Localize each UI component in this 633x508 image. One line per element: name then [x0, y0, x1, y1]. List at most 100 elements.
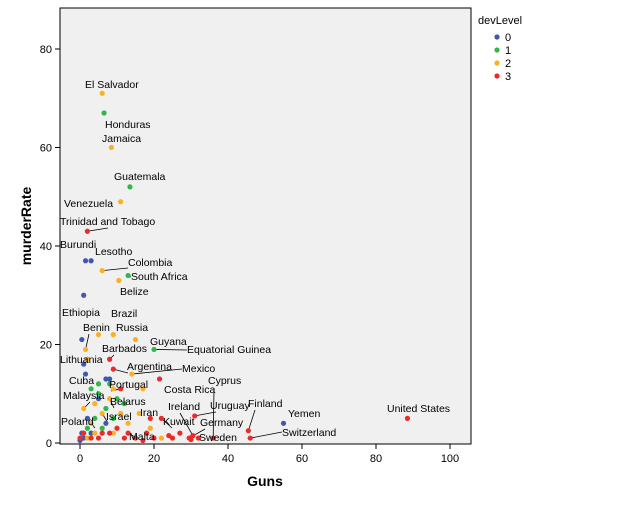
data-point-devlevel-1 [101, 110, 107, 116]
data-point-devlevel-2 [158, 435, 164, 441]
data-point-devlevel-0 [95, 396, 102, 402]
data-point-devlevel-3 [190, 433, 196, 439]
data-point-devlevel-3 [81, 430, 87, 436]
x-tick-label: 80 [370, 453, 382, 465]
y-axis-title: murderRate [18, 187, 34, 266]
y-tick-label: 80 [40, 44, 52, 56]
data-point-devlevel-2 [99, 410, 105, 417]
point-labels: El Salvador Honduras Jamaica Guatemala Venez… [60, 79, 450, 444]
data-point-devlevel-3 [247, 435, 253, 441]
data-point-devlevel-0 [280, 420, 287, 426]
point-label: Malta [129, 431, 155, 443]
legend-marker [494, 73, 500, 79]
point-label: Guyana [150, 336, 187, 348]
data-points [77, 90, 411, 444]
point-label: Portugal [109, 379, 148, 391]
y-tick-label: 40 [40, 241, 52, 253]
data-point-devlevel-0 [88, 258, 94, 264]
data-point-devlevel-3 [118, 386, 124, 392]
y-axis: 0 20 40 60 80 [40, 44, 60, 450]
data-point-devlevel-0 [81, 292, 87, 298]
data-point-devlevel-2 [132, 336, 139, 343]
leader-line [212, 387, 215, 439]
data-point-devlevel-1 [95, 381, 102, 387]
data-point-devlevel-1 [99, 425, 105, 431]
point-label: Barbados [102, 343, 147, 355]
data-point-devlevel-1 [151, 346, 157, 353]
data-point-devlevel-1 [114, 396, 120, 402]
y-tick-label: 60 [40, 143, 52, 155]
data-point-devlevel-3 [132, 435, 139, 441]
data-point-devlevel-3 [88, 435, 94, 441]
point-label: Israel [106, 411, 132, 423]
data-point-devlevel-2 [92, 430, 98, 436]
point-label: Cuba [69, 375, 94, 387]
point-label: Brazil [111, 308, 137, 320]
point-label: Sweden [199, 432, 237, 444]
legend-marker [494, 60, 500, 66]
data-point-devlevel-2 [110, 430, 116, 436]
data-point-devlevel-1 [127, 184, 133, 190]
legend-label: 1 [505, 45, 511, 57]
data-point-devlevel-3 [210, 435, 216, 441]
data-point-devlevel-3 [107, 356, 113, 362]
point-label: Honduras [105, 119, 151, 131]
y-tick-label: 20 [40, 340, 52, 352]
data-point-devlevel-2 [84, 356, 90, 362]
data-point-devlevel-3 [77, 435, 83, 441]
point-label: United States [387, 403, 450, 415]
data-point-devlevel-0 [81, 361, 87, 367]
data-point-devlevel-1 [84, 425, 90, 431]
x-axis: 0 20 40 60 80 100 [77, 444, 459, 465]
point-label: Malaysia [63, 390, 105, 402]
data-point-devlevel-0 [82, 258, 89, 264]
data-point-devlevel-1 [95, 391, 102, 397]
leader-line [87, 227, 109, 232]
data-point-devlevel-3 [166, 433, 172, 439]
leader-line [179, 412, 194, 436]
point-label: Poland [61, 416, 94, 428]
data-point-devlevel-3 [107, 430, 113, 436]
data-point-devlevel-1 [121, 401, 127, 407]
data-point-devlevel-2 [99, 90, 105, 96]
point-label: Germany [200, 417, 244, 429]
point-label: Uruguay [210, 400, 250, 412]
data-point-devlevel-1 [103, 405, 109, 412]
data-point-devlevel-0 [107, 376, 113, 382]
data-point-devlevel-3 [84, 228, 90, 234]
x-tick-label: 60 [296, 453, 308, 465]
data-point-devlevel-2 [88, 420, 94, 426]
data-point-devlevel-0 [79, 336, 85, 343]
data-point-devlevel-1 [92, 415, 98, 421]
leader-line [153, 349, 188, 351]
point-label: Belize [120, 286, 149, 298]
data-point-devlevel-0 [103, 420, 109, 426]
data-point-devlevel-3 [177, 430, 183, 436]
data-point-devlevel-2 [118, 410, 124, 417]
data-point-devlevel-0 [81, 435, 87, 441]
leader-line [85, 333, 90, 350]
data-point-devlevel-2 [118, 199, 124, 205]
point-label: South Africa [131, 271, 188, 283]
point-label: Guatemala [114, 171, 166, 183]
data-point-devlevel-2 [129, 371, 135, 377]
point-label: Yemen [288, 408, 320, 420]
point-label: Lithuania [60, 354, 103, 366]
data-point-devlevel-3 [114, 425, 120, 431]
data-point-devlevel-2 [107, 396, 113, 402]
data-point-devlevel-2 [81, 405, 87, 412]
y-tick-label: 0 [46, 438, 52, 450]
data-point-devlevel-3 [125, 430, 131, 436]
data-point-devlevel-1 [88, 386, 94, 392]
data-point-devlevel-2 [110, 332, 116, 338]
point-label: Cyprus [208, 375, 241, 387]
point-label: Trinidad and Tobago [60, 216, 155, 228]
data-point-devlevel-3 [140, 437, 146, 444]
leader-line [102, 267, 129, 272]
legend-title: devLevel [478, 15, 522, 27]
data-point-devlevel-0 [88, 430, 94, 436]
point-label: Colombia [128, 257, 173, 269]
